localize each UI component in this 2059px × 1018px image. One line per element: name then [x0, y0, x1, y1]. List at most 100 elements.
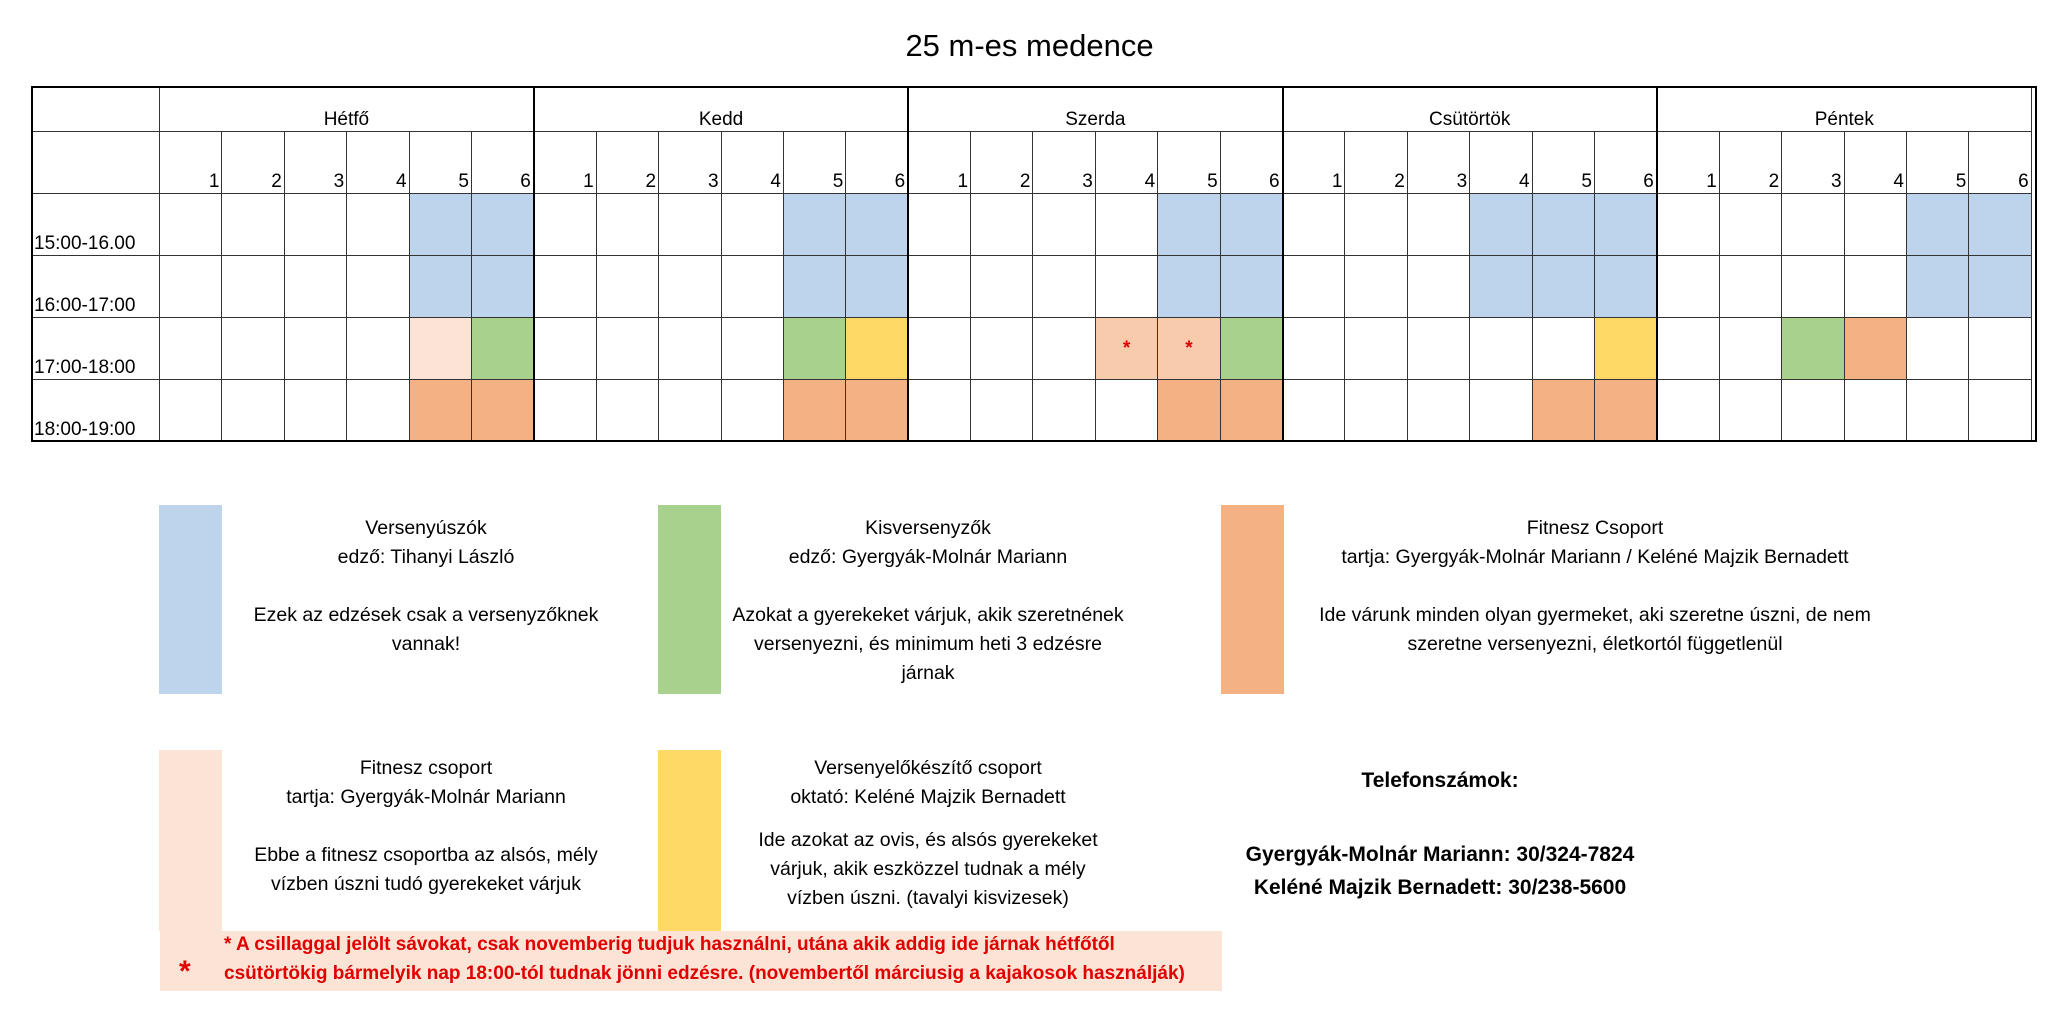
schedule-cell — [1032, 379, 1096, 442]
schedule-cell — [283, 255, 348, 318]
schedule-cell — [1968, 379, 2032, 442]
note-line: * A csillaggal jelölt sávokat, csak nove… — [224, 934, 1115, 955]
schedule-cell — [907, 379, 972, 442]
phone-line: Keléné Majzik Bernadett: 30/238-5600 — [1253, 876, 1627, 899]
schedule-cell — [158, 193, 223, 256]
schedule-cell — [1094, 379, 1159, 442]
legend-swatch-verseny-elokeszito — [658, 750, 721, 931]
schedule-cell — [845, 193, 909, 256]
schedule-cell — [283, 379, 348, 442]
schedule-cell — [1469, 255, 1533, 318]
legend-coach: tartja: Gyergyák-Molnár Mariann / Keléné… — [1341, 546, 1849, 568]
schedule-cell — [1718, 193, 1783, 256]
schedule-cell-starred: * — [1094, 317, 1159, 380]
legend-desc: Ebbe a fitnesz csoportba az alsós, mély — [254, 844, 598, 866]
lane-number: 3 — [1406, 131, 1471, 194]
legend-verseny-elokeszito: Versenyelőkészítő csoport oktató: Keléné… — [721, 754, 1135, 913]
legend-coach: edző: Tihanyi László — [337, 546, 515, 568]
legend-desc: vannak! — [391, 633, 461, 655]
schedule-cell — [970, 255, 1034, 318]
schedule-cell — [1157, 193, 1221, 256]
lane-number: 2 — [1718, 131, 1783, 194]
schedule-cell — [1469, 379, 1533, 442]
schedule-cell — [1718, 379, 1783, 442]
schedule-cell — [658, 317, 722, 380]
legend-desc: Ide azokat az ovis, és alsós gyerekeket — [758, 829, 1098, 851]
schedule-cell — [1781, 255, 1845, 318]
lane-number: 3 — [1781, 131, 1845, 194]
phone-line: Gyergyák-Molnár Mariann: 30/324-7824 — [1245, 843, 1635, 866]
schedule-cell — [1219, 317, 1284, 380]
schedule-cell — [1094, 255, 1159, 318]
schedule-cell — [595, 317, 660, 380]
schedule-cell — [1905, 379, 1970, 442]
lane-number: 5 — [1157, 131, 1221, 194]
schedule-cell — [1406, 317, 1471, 380]
schedule-cell — [1593, 317, 1658, 380]
lane-number: 5 — [408, 131, 472, 194]
schedule-cell — [1593, 255, 1658, 318]
legend-coach: tartja: Gyergyák-Molnár Mariann — [286, 786, 566, 808]
schedule-cell — [1531, 255, 1595, 318]
lane-number: 6 — [1593, 131, 1658, 194]
legend-desc: Ide várunk minden olyan gyermeket, aki s… — [1319, 604, 1871, 626]
schedule-cell — [408, 379, 472, 442]
schedule-cell — [1406, 255, 1471, 318]
day-header: Kedd — [532, 86, 909, 132]
schedule-cell — [720, 193, 784, 256]
schedule-cell-starred: * — [1157, 317, 1221, 380]
schedule-cell — [221, 193, 285, 256]
schedule-cell — [782, 317, 847, 380]
schedule-cell — [720, 317, 784, 380]
schedule-cell — [1531, 379, 1595, 442]
lane-number: 2 — [1344, 131, 1408, 194]
legend-swatch-fitnesz — [1221, 505, 1284, 694]
corner-cell — [31, 86, 160, 132]
schedule-cell — [1344, 193, 1408, 256]
schedule-cell — [1593, 379, 1658, 442]
legend-desc: várjuk, akik eszközzel tudnak a mély — [770, 858, 1086, 880]
lane-number: 1 — [158, 131, 223, 194]
schedule-cell — [1781, 317, 1845, 380]
schedule-cell — [1655, 193, 1720, 256]
schedule-cell — [1344, 317, 1408, 380]
legend-coach: edző: Gyergyák-Molnár Mariann — [788, 546, 1068, 568]
schedule-cell — [1344, 379, 1408, 442]
schedule-cell — [970, 379, 1034, 442]
schedule-cell — [283, 193, 348, 256]
legend-desc: járnak — [901, 662, 955, 684]
schedule-table: Hétfő Kedd Szerda Csütörtök Péntek 1 2 3 4 5 6 1 2 3 4… — [31, 86, 2032, 442]
schedule-cell — [1968, 193, 2032, 256]
schedule-cell — [1344, 255, 1408, 318]
lane-number: 6 — [470, 131, 535, 194]
corner-cell — [31, 131, 160, 194]
schedule-cell — [470, 193, 535, 256]
legend-title: Fitnesz csoport — [359, 757, 493, 779]
schedule-cell — [1781, 379, 1845, 442]
schedule-cell — [346, 379, 410, 442]
legend-desc: versenyezni, és minimum heti 3 edzésre — [754, 633, 1102, 655]
legend-desc: vízben úszni tudó gyerekeket várjuk — [270, 873, 581, 895]
schedule-cell — [1843, 379, 1907, 442]
schedule-cell — [1469, 193, 1533, 256]
schedule-cell — [1843, 317, 1907, 380]
time-slot: 17:00-18:00 — [31, 317, 160, 380]
lane-number: 4 — [346, 131, 410, 194]
time-slot: 15:00-16.00 — [31, 193, 160, 256]
schedule-cell — [1032, 193, 1096, 256]
legend-title: Versenyúszók — [365, 517, 487, 539]
schedule-cell — [1531, 317, 1595, 380]
lane-number: 5 — [782, 131, 847, 194]
schedule-cell — [221, 379, 285, 442]
legend-coach: oktató: Keléné Majzik Bernadett — [790, 786, 1066, 808]
schedule-cell — [1843, 255, 1907, 318]
schedule-cell — [907, 193, 972, 256]
lane-number: 3 — [1032, 131, 1096, 194]
schedule-cell — [1406, 379, 1471, 442]
lane-number: 4 — [720, 131, 784, 194]
schedule-cell — [1281, 317, 1346, 380]
schedule-cell — [346, 193, 410, 256]
lane-number: 6 — [1219, 131, 1284, 194]
schedule-cell — [1655, 317, 1720, 380]
lane-number: 5 — [1531, 131, 1595, 194]
